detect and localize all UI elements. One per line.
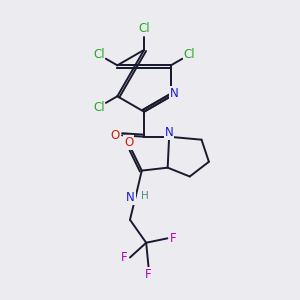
Text: N: N [170, 87, 179, 101]
Text: O: O [110, 129, 119, 142]
Text: H: H [141, 191, 149, 201]
Text: N: N [126, 190, 135, 204]
Text: N: N [165, 126, 173, 139]
Text: Cl: Cl [93, 48, 104, 61]
Text: F: F [170, 232, 177, 245]
Text: Cl: Cl [184, 48, 195, 61]
Text: Cl: Cl [93, 100, 104, 113]
Text: F: F [121, 251, 128, 264]
Text: Cl: Cl [138, 22, 150, 35]
Text: O: O [124, 136, 133, 149]
Text: F: F [145, 268, 152, 281]
